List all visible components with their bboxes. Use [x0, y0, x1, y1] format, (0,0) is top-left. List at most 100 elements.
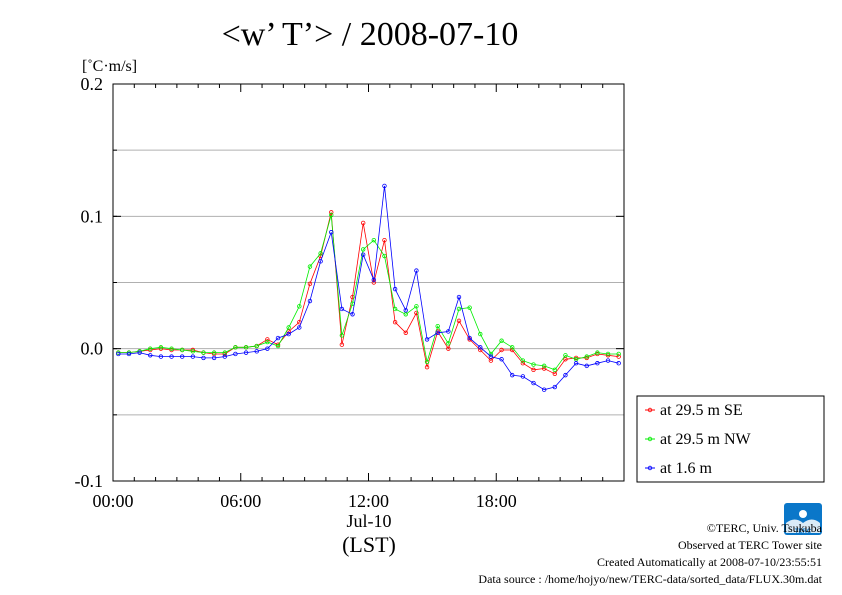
data-point: [520, 361, 526, 366]
data-point: [350, 294, 355, 300]
data-point: [584, 363, 589, 369]
y-unit-label: [˚C·m/s]: [82, 58, 137, 75]
data-point: [392, 306, 398, 312]
data-point: [201, 355, 206, 361]
legend-label: at 29.5 m NW: [660, 431, 752, 448]
data-point: [307, 281, 313, 287]
data-point: [116, 350, 121, 355]
data-point: [531, 380, 536, 386]
x-axis: 00:00 06:00 12:00 18:00: [92, 84, 625, 511]
data-point: [424, 337, 430, 342]
data-point: [467, 305, 472, 310]
data-point: [478, 347, 483, 353]
data-point: [371, 277, 377, 283]
data-point: [595, 350, 600, 355]
data-point: [243, 350, 249, 355]
data-point: [424, 364, 430, 370]
data-point: [339, 306, 345, 312]
y-tick-label: 0.1: [81, 206, 104, 226]
data-point: [531, 367, 536, 373]
data-point: [584, 354, 589, 359]
data-point: [158, 345, 164, 350]
data-point: [520, 358, 526, 363]
data-point: [456, 318, 462, 324]
y-tick-label: 0.0: [81, 339, 104, 359]
data-point: [318, 259, 323, 264]
data-point: [552, 384, 558, 390]
data-point: [286, 325, 291, 330]
footer-source: Data source : /home/hojyo/new/TERC-data/…: [478, 572, 822, 586]
data-point: [414, 310, 419, 316]
data-point: [254, 343, 259, 349]
data-point: [211, 355, 217, 361]
data-point: [456, 294, 462, 300]
data-point: [541, 366, 547, 371]
data-point: [190, 354, 196, 359]
data-point: [499, 338, 504, 343]
data-point: [488, 354, 494, 359]
legend-label: at 29.5 m SE: [660, 402, 743, 419]
data-point: [339, 333, 345, 338]
data-point: [158, 354, 164, 359]
x-axis-label: (LST): [342, 532, 396, 557]
data-point: [541, 363, 547, 369]
x-date-label: Jul-10: [347, 511, 392, 531]
data-point: [339, 342, 345, 347]
data-point: [584, 355, 589, 361]
data-point: [190, 347, 196, 353]
data-point: [190, 349, 196, 354]
data-point: [605, 358, 611, 363]
data-point: [265, 339, 270, 345]
data-point: [478, 345, 483, 350]
data-point: [478, 331, 483, 337]
legend-marker: [647, 465, 653, 471]
data-point: [510, 345, 515, 350]
x-tick-label: 00:00: [92, 491, 133, 511]
y-tick-label: -0.1: [75, 471, 104, 491]
data-point: [424, 359, 430, 365]
data-point: [563, 353, 568, 358]
data-point: [148, 346, 153, 351]
data-point: [446, 346, 451, 351]
y-tick-label: 0.2: [81, 74, 104, 94]
data-point: [179, 354, 185, 359]
legend-marker: [647, 407, 653, 413]
data-point: [360, 247, 366, 252]
series-layer: [116, 183, 621, 392]
data-point: [467, 335, 472, 341]
data-point: [137, 349, 142, 354]
data-point: [329, 210, 334, 215]
data-point: [371, 237, 377, 243]
legend-label: at 1.6 m: [660, 460, 713, 477]
data-point: [350, 312, 355, 317]
data-point: [595, 351, 600, 357]
data-point: [137, 350, 142, 355]
data-point: [307, 298, 313, 304]
data-point: [275, 335, 281, 341]
data-point: [510, 372, 515, 378]
footer-copyright: ©TERC, Univ. Tsukuba: [707, 521, 823, 535]
data-point: [233, 351, 238, 357]
data-point: [265, 346, 270, 351]
data-point: [329, 212, 334, 218]
chart-title: <w’ T’> / 2008-07-10: [222, 16, 519, 53]
data-point: [297, 325, 302, 330]
data-point: [360, 220, 366, 226]
data-point: [488, 351, 494, 357]
data-point: [552, 367, 558, 373]
data-point: [531, 362, 536, 367]
x-tick-label: 06:00: [220, 491, 261, 511]
data-point: [126, 351, 132, 357]
data-point: [446, 341, 451, 346]
footer-created: Created Automatically at 2008-07-10/23:5…: [597, 555, 822, 569]
data-point: [179, 347, 185, 353]
data-point: [403, 308, 408, 313]
data-point: [573, 355, 579, 361]
data-point: [243, 345, 249, 350]
data-point: [446, 329, 451, 334]
data-point: [403, 330, 408, 335]
data-point: [414, 268, 419, 273]
data-point: [616, 361, 621, 366]
data-point: [520, 374, 526, 379]
series-3: [116, 183, 621, 392]
